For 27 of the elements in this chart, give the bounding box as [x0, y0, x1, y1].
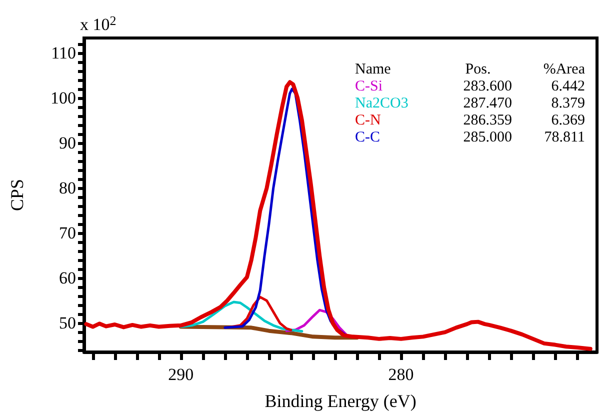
text: C-Si [355, 78, 383, 94]
y-tick-label: 90 [59, 133, 76, 152]
y-tick-label: 70 [59, 224, 76, 243]
annotation: %Area [543, 62, 586, 78]
annotation: 286.359 [463, 112, 512, 128]
annotation: 283.600 [463, 78, 512, 94]
x-tick-label: 290 [168, 365, 194, 384]
annotation: 78.811 [544, 130, 585, 146]
annotation: Name [355, 62, 392, 78]
text: Na2CO3 [355, 96, 408, 112]
y-tick-label: 110 [51, 43, 76, 62]
x-axis-title: Binding Energy (eV) [264, 391, 416, 411]
text: C-C [355, 130, 380, 146]
annotation: 6.369 [551, 112, 585, 128]
line-series [84, 80, 592, 351]
y-tick-label: 80 [59, 178, 76, 198]
y-tick-label: 100 [50, 88, 76, 108]
x-tick-label: 280 [388, 365, 414, 384]
annotation: 285.000 [463, 130, 512, 146]
annotation: 287.470 [463, 96, 512, 112]
y-tick-label: 50 [59, 314, 76, 333]
annotation: Pos. [465, 62, 491, 78]
annotation: 8.379 [551, 96, 585, 112]
text: C-N [355, 112, 381, 128]
annotation: 6.442 [551, 78, 585, 94]
y-tick-label: 60 [59, 268, 76, 288]
y-axis-title: CPS [7, 178, 27, 212]
